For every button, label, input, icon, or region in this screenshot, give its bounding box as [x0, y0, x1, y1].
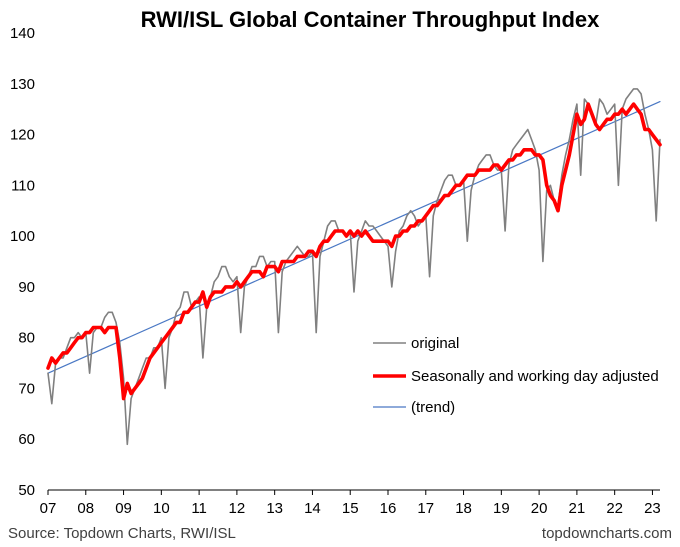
- x-tick-label: 19: [493, 500, 510, 517]
- y-tick-label: 120: [10, 127, 35, 144]
- x-tick-label: 08: [77, 500, 94, 517]
- x-axis-ticks: 07 08 09 10 11 12 13 14 15 16 17 18 19 20 21 22 23: [40, 500, 661, 517]
- y-tick-label: 60: [18, 431, 35, 448]
- source-note: Source: Topdown Charts, RWI/ISL: [8, 525, 236, 542]
- x-tick-label: 09: [115, 500, 132, 517]
- x-tick-label: 23: [644, 500, 661, 517]
- x-tick-label: 17: [417, 500, 434, 517]
- y-tick-label: 110: [11, 177, 35, 194]
- x-tick-label: 15: [342, 500, 359, 517]
- y-tick-label: 50: [18, 482, 35, 499]
- series-adjusted-line: [46, 102, 662, 401]
- y-tick-label: 140: [10, 25, 35, 42]
- series-layer: [46, 88, 662, 446]
- site-credit: topdowncharts.com: [542, 525, 672, 542]
- legend-label-original: original: [411, 335, 459, 352]
- x-tick-label: 20: [531, 500, 548, 517]
- y-axis-ticks: 50 60 70 80 90 100 110 120 130 140: [10, 25, 35, 499]
- x-axis-tickmarks: [47, 490, 653, 495]
- x-tick-label: 18: [455, 500, 472, 517]
- y-tick-label: 130: [10, 76, 35, 93]
- y-tick-label: 90: [18, 279, 35, 296]
- y-tick-label: 70: [18, 380, 35, 397]
- x-tick-label: 22: [606, 500, 623, 517]
- legend: original Seasonally and working day adju…: [373, 335, 659, 416]
- legend-label-adjusted: Seasonally and working day adjusted: [411, 368, 659, 385]
- x-tick-label: 10: [153, 500, 170, 517]
- chart-title: RWI/ISL Global Container Throughput Inde…: [141, 7, 600, 32]
- x-tick-label: 11: [191, 500, 207, 517]
- y-tick-label: 80: [18, 330, 35, 347]
- x-tick-label: 14: [304, 500, 321, 517]
- y-tick-label: 100: [10, 228, 35, 245]
- x-tick-label: 12: [229, 500, 246, 517]
- legend-label-trend: (trend): [411, 399, 455, 416]
- x-tick-label: 21: [569, 500, 586, 517]
- x-tick-label: 13: [266, 500, 283, 517]
- x-tick-label: 16: [380, 500, 397, 517]
- x-tick-label: 07: [40, 500, 57, 517]
